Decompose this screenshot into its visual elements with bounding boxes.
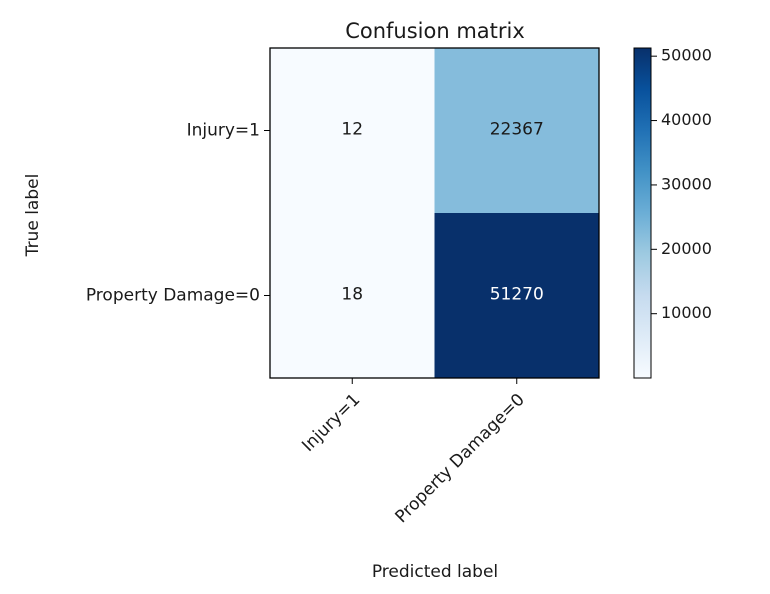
heatmap-cell (434, 213, 599, 378)
colorbar-tick-label: 40000 (661, 110, 712, 129)
colorbar-tick-label: 30000 (661, 174, 712, 193)
x-tick-label: Injury=1 (298, 390, 364, 456)
heatmap-cell (434, 48, 599, 213)
colorbar-ticks: 10000 20000 30000 40000 50000 (651, 46, 712, 322)
chart-title: Confusion matrix (345, 19, 525, 43)
plot-frame (269, 47, 600, 379)
heatmap-cells: 12 22367 18 51270 (270, 48, 599, 378)
heatmap-cell (270, 48, 435, 213)
colorbar-tick-label: 10000 (661, 303, 712, 322)
colorbar (633, 47, 652, 379)
x-tick-label: Property Damage=0 (391, 390, 528, 527)
colorbar-tick-label: 50000 (661, 46, 712, 65)
y-axis-label: True label (23, 174, 43, 258)
heatmap-cell (270, 213, 435, 378)
cell-value-label: 12 (341, 120, 363, 140)
cell-value-label: 22367 (490, 120, 544, 140)
cell-value-label: 51270 (490, 285, 544, 305)
y-tick-label: Injury=1 (187, 121, 260, 141)
x-axis-label: Predicted label (372, 562, 498, 582)
colorbar-tick-label: 20000 (661, 239, 712, 258)
cell-value-label: 18 (341, 285, 363, 305)
y-tick-label: Property Damage=0 (86, 286, 260, 306)
